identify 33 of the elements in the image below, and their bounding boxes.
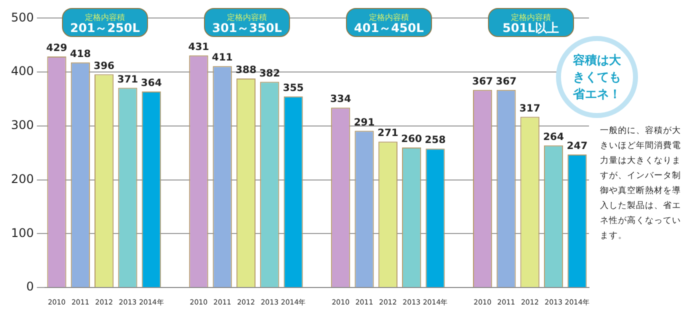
data-label: 411	[212, 52, 233, 64]
data-label: 388	[236, 65, 256, 76]
data-label: 367	[496, 76, 517, 88]
annotation: 定格内容積 401～450L	[346, 8, 432, 37]
annotation: 容積は大きくても省エネ！	[572, 52, 622, 102]
data-label: 418	[70, 48, 91, 60]
annotation: 定格内容積 201～250L	[62, 8, 148, 37]
y-tick-label: 0	[26, 280, 34, 294]
data-label: 396	[94, 60, 115, 72]
data-label: 431	[188, 42, 210, 53]
y-tick-label: 500	[11, 10, 34, 24]
data-label: 260	[401, 134, 422, 146]
y-tick-label: 300	[11, 118, 34, 132]
round-badge: 容積は大きくても省エネ！	[556, 36, 638, 118]
data-label: 367	[472, 76, 494, 88]
data-label: 264	[543, 132, 564, 143]
data-label: 291	[354, 117, 375, 128]
y-tick-label: 100	[11, 226, 34, 240]
data-label: 334	[330, 94, 352, 106]
text: 一般的に、容積が大きいほど年間消費電力量は大きくなりますが、インバータ制御や真空断熱材を導入した製品は、省エネ性が高くなっています。	[600, 124, 682, 243]
annotation: 定格内容積 501L以上	[488, 8, 574, 37]
data-label: 247	[566, 141, 588, 152]
y-tick-label: 400	[11, 64, 34, 78]
annotation: 定格内容積 301～350L	[204, 8, 290, 37]
y-tick-label: 200	[11, 172, 34, 186]
data-label: 271	[377, 128, 398, 140]
data-label: 258	[424, 135, 446, 146]
data-label: 382	[259, 68, 280, 80]
data-label: 429	[46, 43, 68, 54]
data-label: 371	[117, 74, 138, 86]
data-label: 317	[519, 103, 540, 114]
data-label: 364	[140, 78, 162, 90]
data-label: 355	[282, 82, 304, 94]
